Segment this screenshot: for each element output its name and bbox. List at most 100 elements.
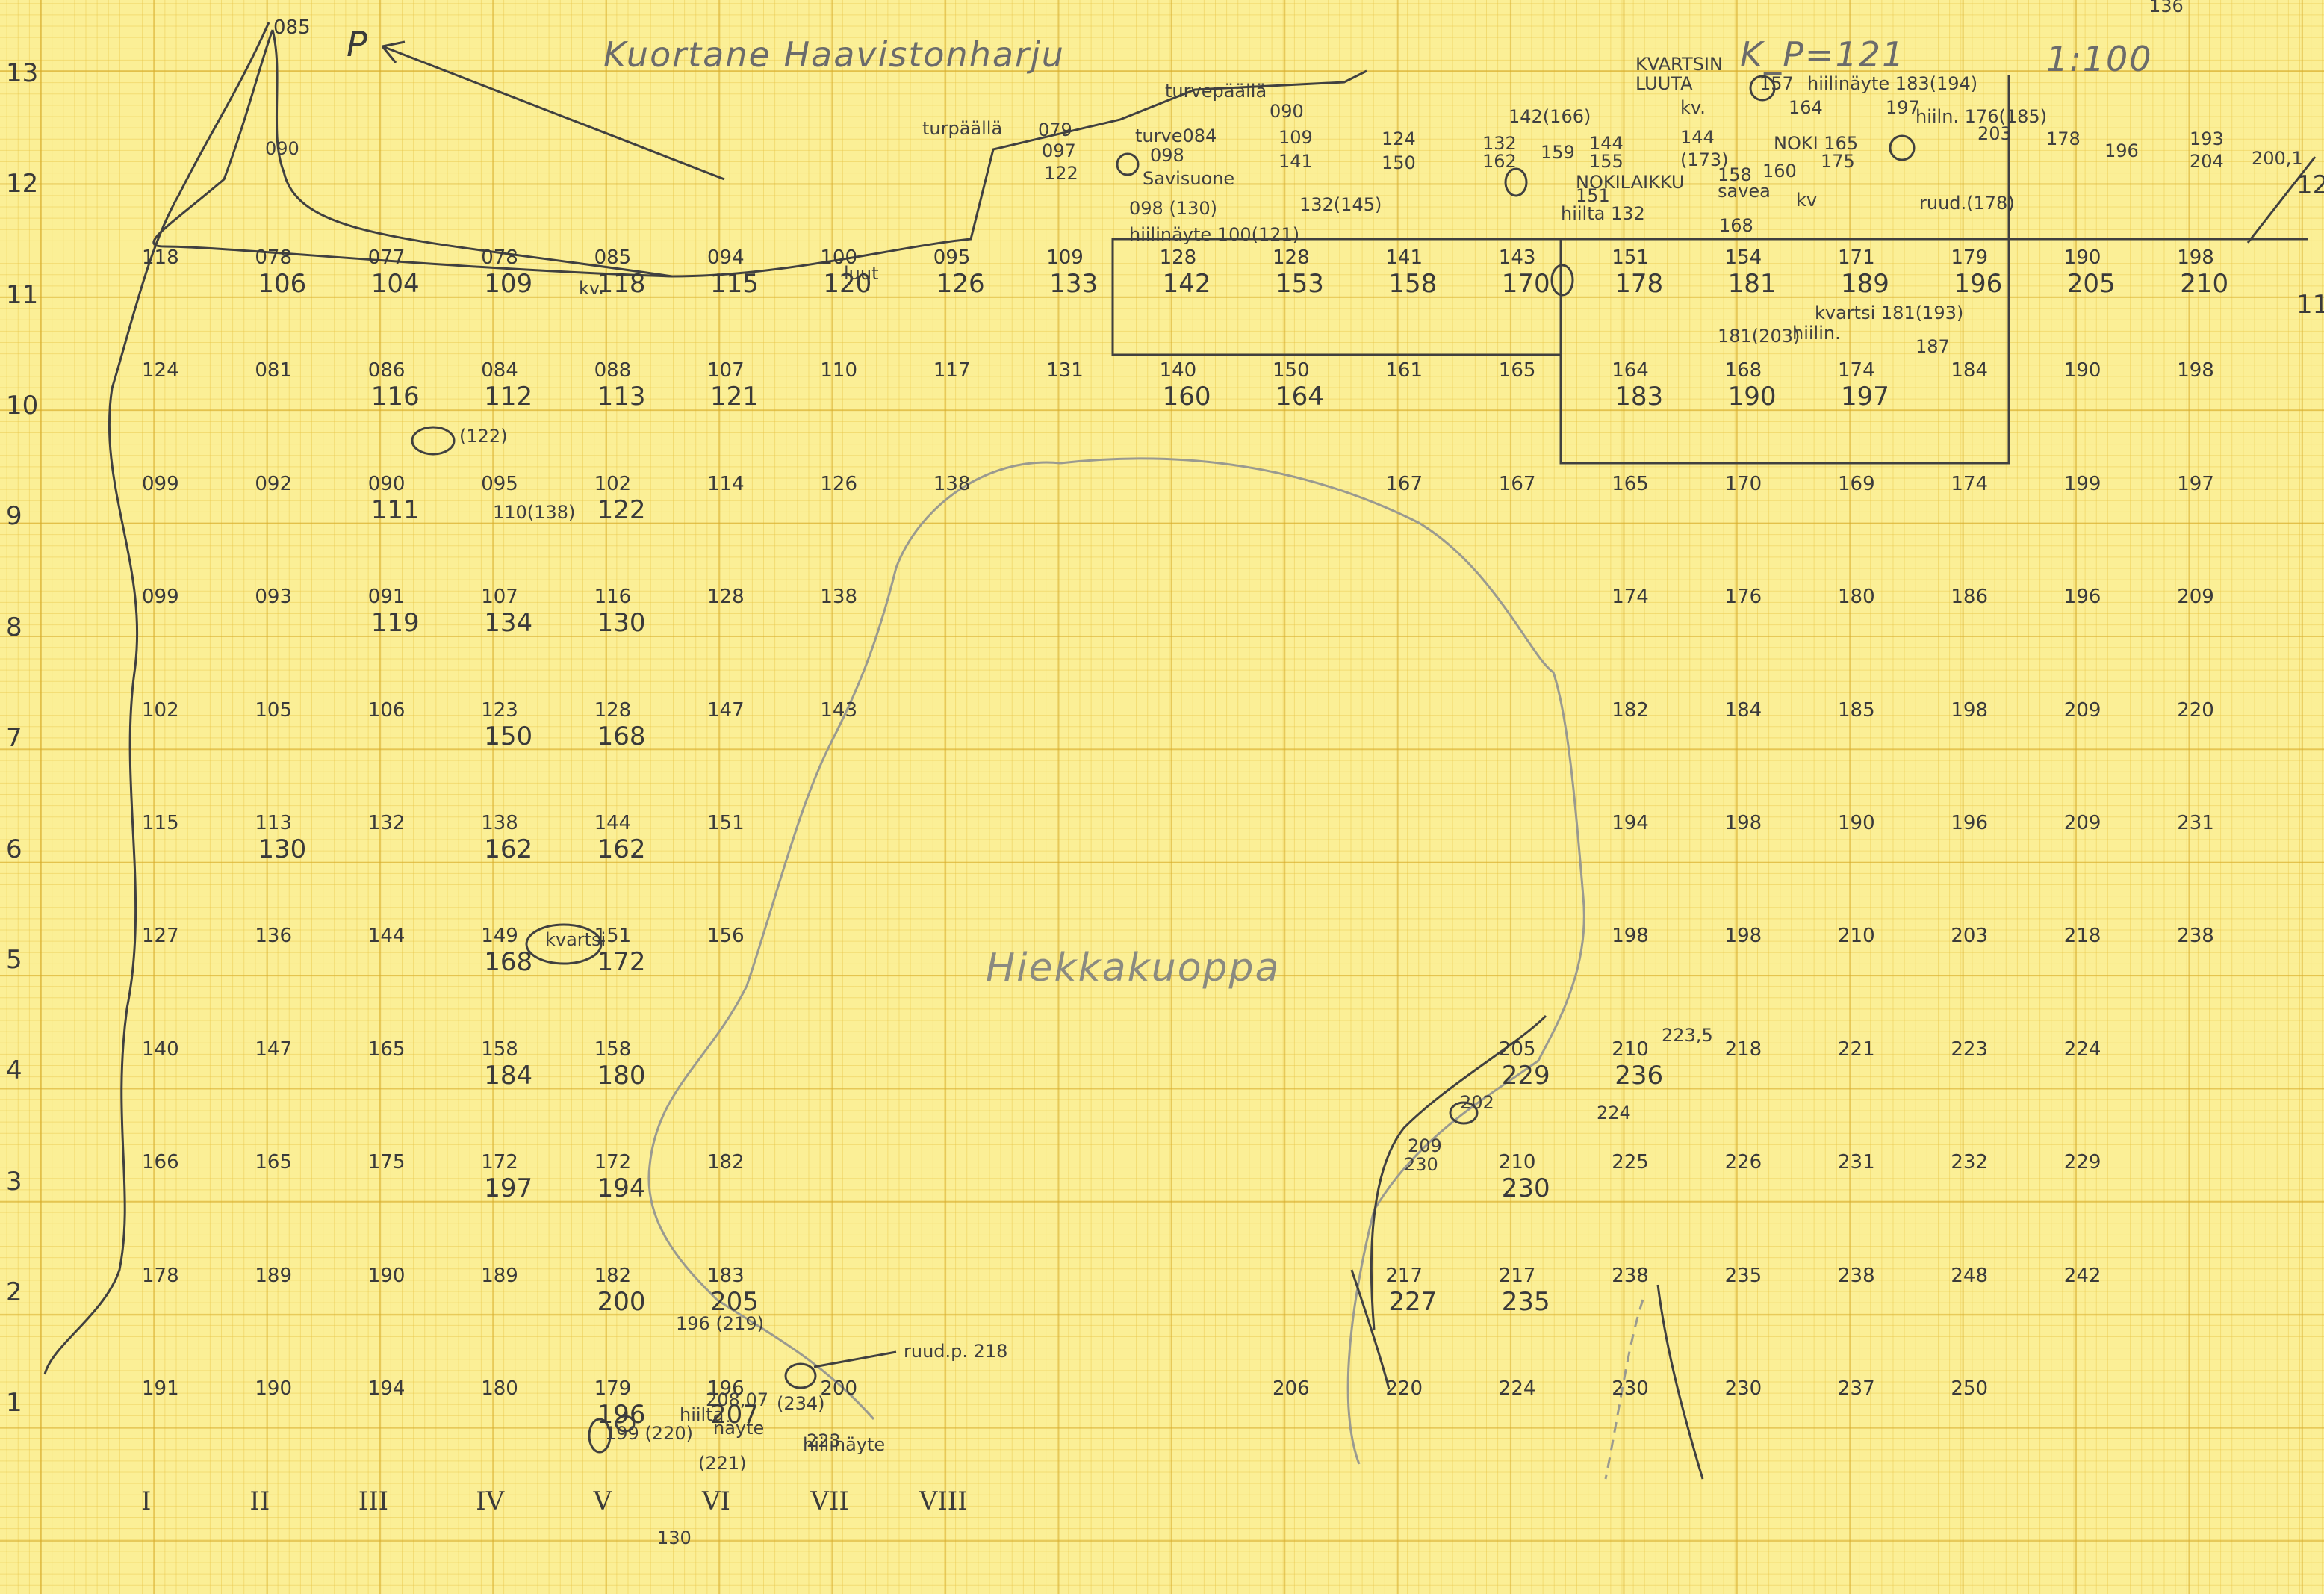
elevation-bottom: 160 <box>1162 382 1211 412</box>
elevation-bottom: 189 <box>1841 269 1889 299</box>
annotation: 132 <box>1482 133 1517 154</box>
elevation-top: 191 <box>142 1377 179 1400</box>
column-label: V <box>593 1486 612 1516</box>
elevation-top: 090 <box>367 472 406 495</box>
annotation: 110(138) <box>493 502 576 523</box>
elevation-bottom: 130 <box>597 608 646 639</box>
sand-pit-label: Hiekkakuoppa <box>986 946 1281 990</box>
elevation-top: 138 <box>820 586 858 609</box>
annotation: 175 <box>1821 151 1855 172</box>
elevation-top: 189 <box>481 1264 518 1287</box>
find-marker-circle <box>411 426 456 456</box>
elevation-top: 167 <box>1385 472 1423 495</box>
elevation-top: 105 <box>255 698 293 722</box>
elevation-top: 138 <box>481 812 518 834</box>
elevation-bottom: 196 <box>597 1400 646 1430</box>
elevation-top: 224 <box>2063 1038 2101 1061</box>
elevation-top: 182 <box>707 1151 745 1174</box>
elevation-top: 203 <box>1951 925 1989 948</box>
find-marker-circle <box>525 923 603 965</box>
elevation-top: 174 <box>1951 472 1989 495</box>
annotation: 223,5 <box>1662 1025 1713 1046</box>
find-marker-circle <box>1449 1101 1479 1125</box>
elevation-bottom: 205 <box>710 1286 759 1317</box>
annotation: NOKI 165 <box>1774 133 1859 154</box>
annotation: 202 <box>1460 1092 1494 1113</box>
elevation-top: 186 <box>1951 586 1989 609</box>
elevation-top: 115 <box>142 812 179 834</box>
elevation-top: 198 <box>2177 359 2214 382</box>
elevation-top: 178 <box>142 1264 179 1287</box>
elevation-bottom: 200 <box>597 1286 646 1317</box>
elevation-bottom: 168 <box>484 947 533 978</box>
elevation-top: 100 <box>820 246 858 269</box>
elevation-top: 220 <box>1385 1377 1423 1400</box>
elevation-top: 149 <box>481 925 518 948</box>
elevation-bottom: 104 <box>370 269 420 299</box>
column-label: VIII <box>919 1486 968 1516</box>
elevation-bottom: 130 <box>258 834 307 864</box>
elevation-top: 198 <box>1724 812 1762 834</box>
elevation-top: 092 <box>255 472 293 495</box>
annotation: 164 <box>1789 97 1823 118</box>
elevation-top: 180 <box>1838 586 1875 609</box>
annotation: kv <box>1796 190 1818 211</box>
elevation-top: 218 <box>1724 1038 1762 1061</box>
elevation-top: 150 <box>1273 359 1310 382</box>
site-title: Kuortane Haavistonharju <box>603 34 1065 75</box>
elevation-top: 218 <box>2063 925 2101 948</box>
annotation: hiilta <box>680 1404 724 1425</box>
annotation: 098 (130) <box>1129 198 1217 219</box>
elevation-top: 085 <box>594 246 632 269</box>
elevation-top: 128 <box>594 698 632 722</box>
find-marker-circle <box>1116 152 1140 176</box>
annotation: kv. <box>579 278 604 299</box>
elevation-top: 248 <box>1951 1264 1989 1287</box>
elevation-top: 176 <box>1724 586 1762 609</box>
elevation-top: 231 <box>1838 1151 1875 1174</box>
elevation-top: 182 <box>1612 698 1649 722</box>
elevation-top: 144 <box>594 812 632 834</box>
elevation-bottom: 190 <box>1727 382 1777 412</box>
elevation-top: 141 <box>1385 246 1423 269</box>
annotation: 136 <box>2149 0 2184 16</box>
elevation-top: 136 <box>255 925 293 948</box>
elevation-bottom: 170 <box>1501 269 1550 299</box>
annotation: 160 <box>1762 161 1797 182</box>
annotation: 097 <box>1042 140 1076 161</box>
annotation: 132(145) <box>1299 194 1382 215</box>
right-edge-line <box>2246 156 2317 244</box>
elevation-top: 235 <box>1724 1264 1762 1287</box>
annotation: 109 <box>1278 127 1313 148</box>
annotation: 230 <box>1404 1154 1438 1175</box>
row-label: 2 <box>6 1277 22 1308</box>
column-label: III <box>358 1486 389 1516</box>
elevation-bottom: 116 <box>370 382 420 412</box>
elevation-top: 128 <box>1159 246 1197 269</box>
excavation-north-line <box>1559 75 2308 355</box>
elevation-bottom: 150 <box>484 721 533 751</box>
elevation-top: 224 <box>1498 1377 1536 1400</box>
elevation-top: 123 <box>481 698 518 722</box>
elevation-top: 209 <box>2063 812 2101 834</box>
elevation-top: 151 <box>594 925 632 948</box>
elevation-top: 190 <box>2063 246 2101 269</box>
elevation-top: 172 <box>481 1151 518 1174</box>
elevation-top: 232 <box>1951 1151 1989 1174</box>
column-label: VI <box>702 1486 730 1516</box>
find-marker-circle <box>1889 134 1916 161</box>
row-label: 9 <box>6 501 22 532</box>
row-label-right: 11 <box>2296 290 2324 320</box>
row-label: 6 <box>6 834 22 864</box>
elevation-top: 088 <box>594 359 632 382</box>
elevation-top: 217 <box>1498 1264 1536 1287</box>
annotation: (234) <box>777 1393 825 1414</box>
elevation-top: 169 <box>1838 472 1875 495</box>
elevation-top: 174 <box>1612 586 1649 609</box>
elevation-top: 124 <box>142 359 179 382</box>
elevation-bottom: 109 <box>484 269 533 299</box>
kp-label: K_P=121 <box>1740 34 1906 75</box>
elevation-bottom: 106 <box>258 269 307 299</box>
annotation: 223 <box>807 1430 841 1451</box>
elevation-top: 196 <box>707 1377 745 1400</box>
